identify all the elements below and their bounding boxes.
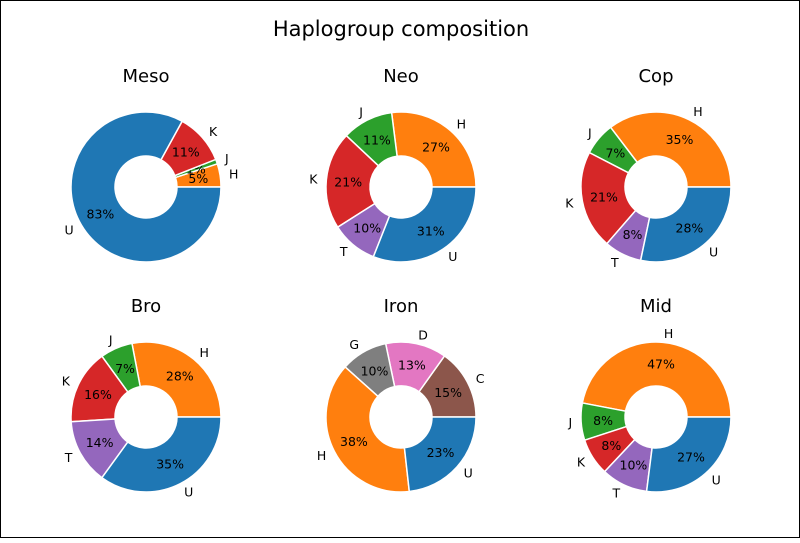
slice-label: T (610, 255, 619, 270)
slice-percent: 35% (666, 132, 694, 147)
slice-label: H (229, 166, 238, 181)
slice-u (645, 416, 732, 493)
slice-percent: 11% (172, 145, 200, 160)
slice-label: H (693, 104, 702, 119)
pie-title: Neo (383, 66, 419, 87)
pie-title: Iron (384, 296, 419, 317)
slice-percent: 35% (156, 457, 184, 472)
slice-label: J (587, 126, 592, 141)
slice-percent: 21% (590, 190, 618, 205)
pie-bro: Bro H 28% J7% K 16% T 14% U35% (62, 296, 222, 499)
slice-percent: 31% (417, 223, 445, 238)
slice-label: G (349, 337, 359, 352)
slice-percent: 10% (361, 364, 389, 379)
slice-label: H (200, 345, 209, 360)
slice-percent: 15% (434, 385, 462, 400)
slice-percent: 8% (593, 413, 613, 428)
pie-title: Bro (131, 296, 161, 317)
slice-percent: 7% (605, 145, 625, 160)
slice-u (100, 416, 222, 493)
pie-mid: Mid H 47% J 8% K 8% T 10% U 27% (568, 296, 732, 501)
slice-h (609, 111, 732, 188)
slice-h (325, 365, 411, 493)
slice-percent: 7% (115, 361, 135, 376)
slice-label: U (709, 245, 718, 260)
slice-label: T (339, 244, 348, 259)
slice-label: D (418, 327, 428, 342)
slice-label: H (317, 448, 326, 463)
slice-h (390, 111, 477, 188)
slice-label: J (568, 415, 573, 430)
slice-percent: 14% (86, 435, 114, 450)
pie-title: Cop (638, 66, 673, 87)
slice-k (580, 151, 637, 245)
pie-neo: Neo H 27% J11% K 21% T 10% U31% (309, 66, 477, 264)
slice-label: U (184, 484, 193, 499)
slice-percent: 5% (188, 171, 208, 186)
slice-percent: 10% (353, 220, 381, 235)
slice-percent: 10% (620, 458, 648, 473)
pie-iron: Iron C 15% D 13% G10% H 38% U 23% (317, 296, 485, 493)
slice-label: U (464, 466, 473, 481)
slice-label: C (476, 371, 485, 386)
slice-label: H (457, 117, 466, 132)
slice-label: K (565, 195, 574, 210)
slice-percent: 21% (334, 175, 362, 190)
slice-percent: 27% (677, 449, 705, 464)
slice-percent: 23% (427, 445, 455, 460)
slice-k (325, 134, 380, 229)
slice-percent: 28% (676, 221, 704, 236)
slice-label: K (62, 374, 71, 389)
slice-percent: 38% (340, 434, 368, 449)
figure-title: Haplogroup composition (273, 17, 529, 41)
pie-title: Meso (123, 66, 170, 87)
slice-u (70, 111, 222, 263)
slice-percent: 28% (166, 369, 194, 384)
slice-percent: 16% (84, 387, 112, 402)
slice-percent: 27% (422, 140, 450, 155)
slice-label: K (209, 124, 218, 139)
pie-title: Mid (640, 296, 672, 317)
slice-percent: 13% (398, 358, 426, 373)
slice-label: K (577, 455, 586, 470)
slice-label: H (664, 326, 673, 341)
slice-percent: 8% (601, 438, 621, 453)
slice-h (581, 341, 732, 418)
slice-label: T (612, 486, 621, 501)
slice-label: K (309, 172, 318, 187)
slice-label: T (64, 450, 73, 465)
pie-cop: Cop H 35% J 7% K 21% T 8% U 28% (565, 66, 732, 270)
slice-label: J (358, 105, 363, 120)
slice-label: U (65, 222, 74, 237)
slice-label: U (712, 473, 721, 488)
slice-label: J (108, 332, 113, 347)
slice-u (639, 186, 732, 263)
slice-percent: 8% (623, 227, 643, 242)
slice-percent: 83% (87, 207, 115, 222)
slice-u (372, 186, 477, 263)
slice-percent: 47% (647, 357, 675, 372)
slice-u (403, 416, 477, 493)
slice-percent: 11% (363, 132, 391, 147)
slice-label: U (448, 249, 457, 264)
slice-label: J (224, 151, 229, 166)
slice-h (131, 341, 222, 418)
